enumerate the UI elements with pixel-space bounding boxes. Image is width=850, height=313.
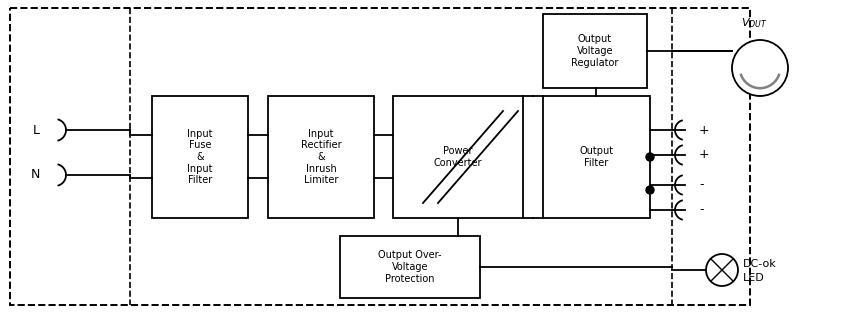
Bar (393, 96, 523, 218)
Bar (543, 14, 647, 88)
Circle shape (646, 153, 654, 161)
Text: Input
Rectifier
&
Inrush
Limiter: Input Rectifier & Inrush Limiter (301, 129, 342, 185)
Bar (543, 96, 650, 218)
Circle shape (706, 254, 738, 286)
Text: Input
Fuse
&
Input
Filter: Input Fuse & Input Filter (187, 129, 212, 185)
Bar (10, 8, 750, 305)
Bar (340, 236, 480, 298)
Text: N: N (31, 168, 40, 182)
Text: Power
Converter: Power Converter (434, 146, 482, 168)
Text: Output Over-
Voltage
Protection: Output Over- Voltage Protection (378, 250, 442, 284)
Text: Output
Voltage
Regulator: Output Voltage Regulator (571, 34, 619, 68)
Text: LED: LED (743, 273, 765, 283)
Text: Output
Filter: Output Filter (580, 146, 614, 168)
Bar (268, 96, 374, 218)
Text: +: + (699, 124, 710, 136)
Circle shape (732, 40, 788, 96)
Text: -: - (699, 203, 704, 217)
Text: DC-ok: DC-ok (743, 259, 777, 269)
Circle shape (646, 186, 654, 194)
Text: +: + (699, 148, 710, 162)
Text: L: L (33, 124, 40, 136)
Bar (152, 96, 248, 218)
Text: -: - (699, 178, 704, 192)
Text: $V_{OUT}$: $V_{OUT}$ (740, 16, 768, 30)
